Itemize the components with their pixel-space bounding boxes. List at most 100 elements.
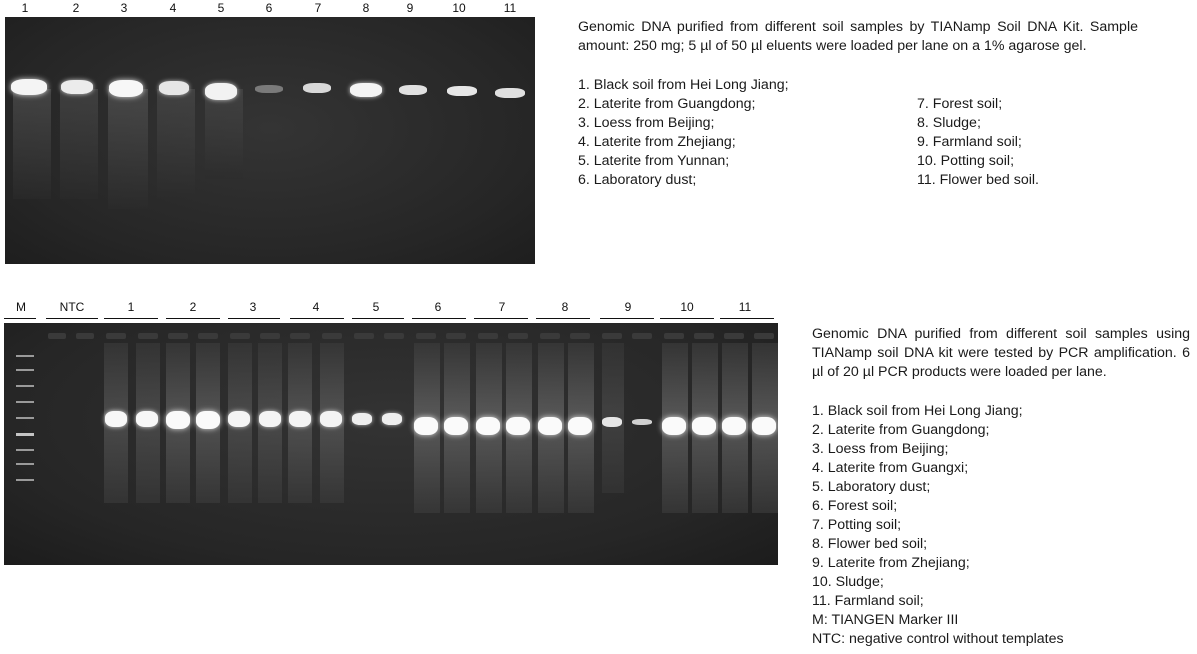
pcr-band [602, 417, 622, 427]
marker-band [16, 449, 34, 451]
legend-item: 6. Laboratory dust; [578, 172, 697, 188]
gel-well [384, 333, 404, 339]
pcr-band [722, 417, 746, 435]
bottom-lane-label: NTC [59, 300, 85, 314]
lane-underline [474, 318, 528, 319]
pcr-band [289, 411, 311, 427]
legend-item: M: TIANGEN Marker III [812, 612, 959, 628]
bottom-lane-label: 6 [434, 300, 442, 314]
gel-well [446, 333, 466, 339]
pcr-band [228, 411, 250, 427]
lane-underline [104, 318, 158, 319]
bottom-lane-label: 10 [680, 300, 694, 314]
legend-item: NTC: negative control without templates [812, 631, 1064, 647]
legend-item: 9. Farmland soil; [917, 134, 1022, 150]
top-lane-label: 6 [265, 1, 273, 15]
pcr-band [752, 417, 776, 435]
gel-smear [157, 89, 195, 199]
bottom-lane-label: 7 [498, 300, 506, 314]
gel-well [106, 333, 126, 339]
gel-well [48, 333, 66, 339]
top-lane-label: 5 [217, 1, 225, 15]
legend-item: 1. Black soil from Hei Long Jiang; [578, 77, 789, 93]
marker-band [16, 433, 34, 436]
bottom-lane-label: 3 [249, 300, 257, 314]
gel-well [322, 333, 342, 339]
legend-item: 7. Forest soil; [917, 96, 1003, 112]
legend-item: 3. Loess from Beijing; [812, 441, 949, 457]
top-gel-image [5, 17, 535, 264]
legend-item: 4. Laterite from Guangxi; [812, 460, 969, 476]
marker-band [16, 463, 34, 465]
pcr-band [692, 417, 716, 435]
pcr-band [136, 411, 158, 427]
lane-underline [46, 318, 98, 319]
gel-well [198, 333, 218, 339]
top-lane-label: 1 [21, 1, 29, 15]
gel-well [570, 333, 590, 339]
pcr-band [632, 419, 652, 425]
lane-underline [166, 318, 220, 319]
lane-underline [720, 318, 774, 319]
lane-underline [290, 318, 344, 319]
top-legend-left: 1. Black soil from Hei Long Jiang; 2. La… [578, 76, 789, 190]
top-lane-label: 3 [120, 1, 128, 15]
legend-item: 2. Laterite from Guangdong; [812, 422, 990, 438]
top-legend-right: 7. Forest soil; 8. Sludge; 9. Farmland s… [917, 95, 1039, 190]
gel-well [138, 333, 158, 339]
dna-band [447, 86, 477, 96]
bottom-lane-label: 2 [189, 300, 197, 314]
legend-item: 1. Black soil from Hei Long Jiang; [812, 403, 1023, 419]
gel-smear [13, 89, 51, 199]
marker-band [16, 385, 34, 387]
dna-band [159, 81, 189, 95]
gel-well [664, 333, 684, 339]
dna-band [205, 83, 237, 100]
gel-well [632, 333, 652, 339]
gel-well [76, 333, 94, 339]
pcr-band [538, 417, 562, 435]
lane-underline [4, 318, 36, 319]
top-lane-label: 7 [314, 1, 322, 15]
gel-well [230, 333, 250, 339]
gel-well [260, 333, 280, 339]
marker-band [16, 401, 34, 403]
bottom-lane-label: 11 [738, 300, 752, 314]
pcr-band [320, 411, 342, 427]
dna-band [350, 83, 382, 97]
legend-item: 5. Laterite from Yunnan; [578, 153, 730, 169]
legend-item: 3. Loess from Beijing; [578, 115, 715, 131]
gel-well [354, 333, 374, 339]
pcr-band [105, 411, 127, 427]
lane-underline [412, 318, 466, 319]
gel-well [478, 333, 498, 339]
pcr-band [662, 417, 686, 435]
gel-well [724, 333, 744, 339]
pcr-band [196, 411, 220, 429]
legend-item: 8. Sludge; [917, 115, 981, 131]
gel-smear [60, 89, 98, 199]
legend-item: 8. Flower bed soil; [812, 536, 928, 552]
legend-item: 4. Laterite from Zhejiang; [578, 134, 736, 150]
bottom-lane-label: 4 [312, 300, 320, 314]
gel-well [694, 333, 714, 339]
pcr-band [352, 413, 372, 425]
top-caption-block: Genomic DNA purified from different soil… [578, 18, 1138, 56]
bottom-lane-label: M [16, 300, 26, 314]
gel-well [290, 333, 310, 339]
bottom-lane-label: 9 [624, 300, 632, 314]
bottom-caption-block: Genomic DNA purified from different soil… [812, 325, 1190, 382]
dna-band [109, 80, 143, 97]
lane-underline [228, 318, 280, 319]
pcr-band [382, 413, 402, 425]
gel-well [416, 333, 436, 339]
gel-well [602, 333, 622, 339]
legend-item: 6. Forest soil; [812, 498, 898, 514]
gel-well [540, 333, 560, 339]
lane-underline [352, 318, 404, 319]
legend-item: 11. Farmland soil; [812, 593, 924, 609]
bottom-legend: 1. Black soil from Hei Long Jiang; 2. La… [812, 402, 1064, 649]
top-lane-label: 2 [72, 1, 80, 15]
marker-band [16, 479, 34, 481]
marker-band [16, 417, 34, 419]
